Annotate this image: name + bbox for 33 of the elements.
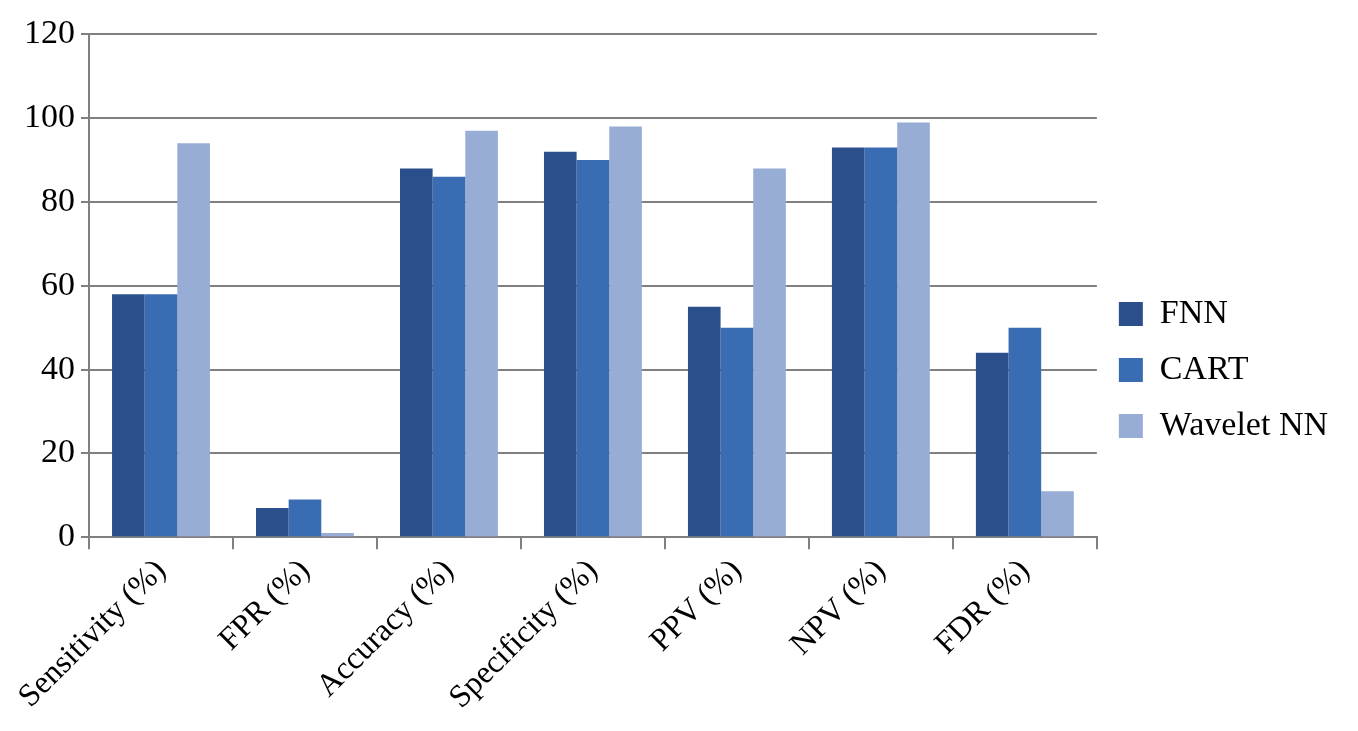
bar xyxy=(864,147,898,537)
bar xyxy=(753,168,786,537)
bar xyxy=(576,160,610,537)
y-tick-label: 80 xyxy=(41,180,75,218)
bar xyxy=(720,327,754,537)
y-tick-label: 60 xyxy=(41,264,75,302)
bar xyxy=(897,122,930,537)
legend-label: CART xyxy=(1159,348,1249,386)
bar xyxy=(1041,491,1074,537)
bar xyxy=(687,306,721,537)
bar xyxy=(400,168,433,537)
y-tick-label: 120 xyxy=(24,13,75,51)
y-tick-label: 40 xyxy=(41,348,75,386)
bar xyxy=(432,176,466,537)
bar xyxy=(288,499,322,537)
x-tick-label: FPR (%) xyxy=(210,551,316,657)
bar xyxy=(609,126,642,537)
bar xyxy=(112,294,145,537)
legend-label: Wavelet NN xyxy=(1159,404,1328,442)
bar xyxy=(256,507,289,537)
bar xyxy=(975,352,1009,537)
bar xyxy=(1008,327,1042,537)
y-tick-label: 0 xyxy=(58,516,75,554)
bar xyxy=(177,143,210,537)
y-tick-label: 20 xyxy=(41,432,75,470)
bar xyxy=(543,151,577,537)
x-tick-label: FDR (%) xyxy=(926,551,1036,661)
legend-label: FNN xyxy=(1159,292,1228,330)
bar xyxy=(321,533,354,537)
y-tick-label: 100 xyxy=(24,97,75,135)
bar xyxy=(465,130,498,537)
bar xyxy=(144,294,178,537)
bar xyxy=(831,147,865,537)
